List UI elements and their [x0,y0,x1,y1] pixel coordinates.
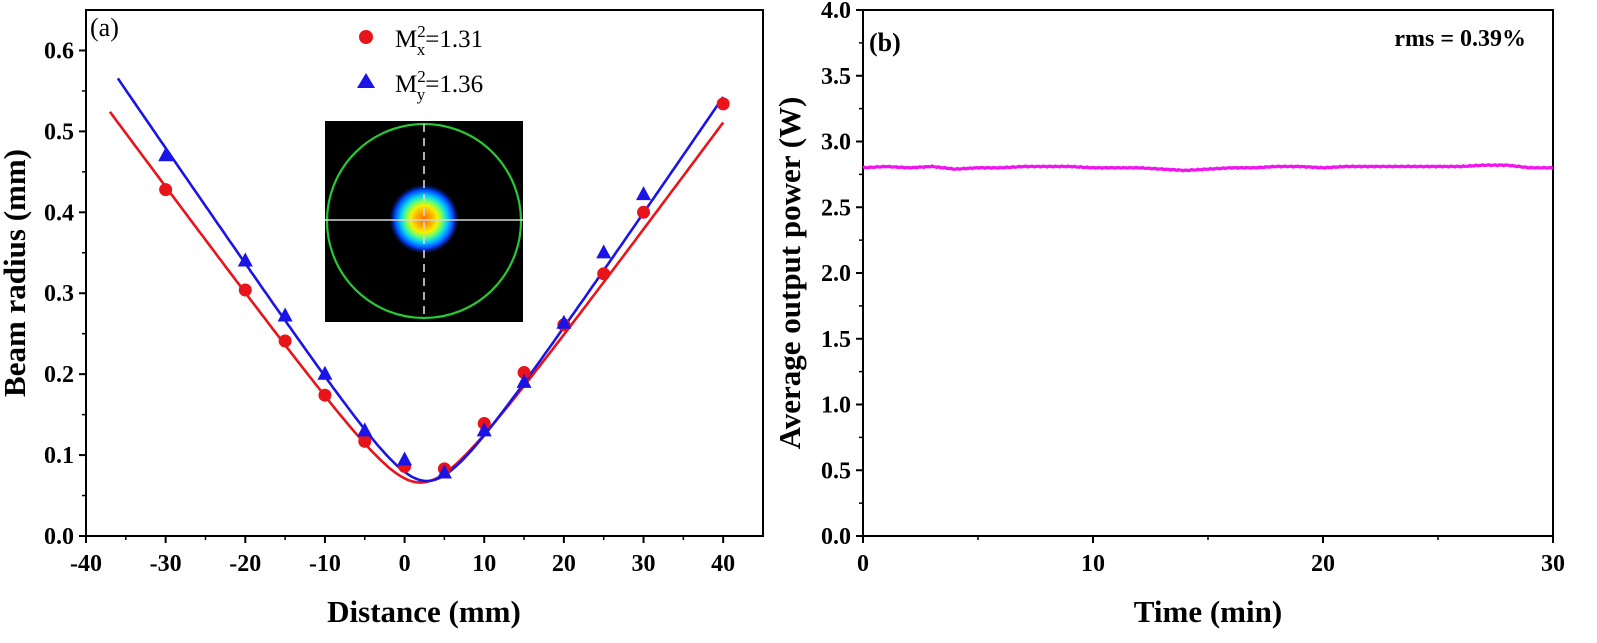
data-point-mx [278,334,292,348]
panel-a-fit-curves [108,77,725,484]
panel-a-x-axis-label: Distance (mm) [327,594,521,629]
beam-spot [388,183,460,255]
panel-a-plot-frame [85,9,764,537]
data-point-my [556,314,572,329]
y-tick-label: 0.0 [44,524,74,550]
panel-a-legend: M2 x=1.31 M2 y=1.36 [357,22,483,104]
y-tick-label: 4.0 [821,0,851,24]
data-point-my [436,464,452,479]
y-tick-label: 0.5 [821,458,851,484]
y-tick-label: 1.0 [821,393,851,419]
y-tick-label: 0.3 [44,281,74,307]
y-tick-label: 3.0 [821,130,851,156]
x-tick-label: 30 [632,551,656,577]
y-tick-label: 1.5 [821,327,851,353]
x-tick-label: 10 [472,551,496,577]
x-tick-label: 0 [857,551,869,577]
y-tick-label: 0.0 [821,524,851,550]
data-point-mx [517,366,531,380]
panel-b-label: (b) [869,28,901,57]
x-tick-label: -40 [70,551,102,577]
panel-a-beam-radius-chart: -40 -30 -20 -10 0 10 20 30 40 0.0 0.1 0.2 0.3 0.4 0.5 0… [0,9,764,629]
y-tick-label: 0.6 [44,38,74,64]
data-point-mx [159,183,173,197]
data-point-my [357,422,373,437]
panel-b-y-axis-label: Average output power (W) [772,97,807,450]
data-point-mx [716,97,730,111]
y-tick-label: 0.5 [44,119,74,145]
legend-marker-my [357,73,375,88]
data-point-mx [358,434,372,448]
data-point-my [158,147,174,162]
y-tick-label: 3.5 [821,64,851,90]
x-tick-label: 10 [1081,551,1105,577]
panel-a-y-axis-label: Beam radius (mm) [0,149,32,397]
legend-label-mx: M2 x=1.31 [395,22,483,59]
panel-b-x-axis-label: Time (min) [1134,594,1282,629]
power-trace [862,163,1554,173]
y-tick-label: 0.4 [44,200,74,226]
y-tick-label: 2.0 [821,261,851,287]
data-point-my [237,252,253,267]
y-tick-label: 0.1 [44,443,74,469]
legend-label-my: M2 y=1.36 [395,67,483,104]
panel-b-output-power-chart: 0 10 20 30 0.0 0.5 1.0 1.5 2.0 2.5 3.0 3.5 4.0 (b) r… [772,0,1565,629]
fit-curve-my [116,77,725,483]
panel-b-plot-frame [862,9,1554,537]
x-tick-label: -30 [150,551,182,577]
data-point-mx [318,388,332,402]
data-point-my [277,307,293,322]
x-tick-label: 30 [1541,551,1565,577]
x-tick-label: 20 [552,551,576,577]
data-point-mx [597,267,611,281]
data-point-mx [637,205,651,219]
x-tick-label: -20 [229,551,261,577]
data-point-my [397,451,413,466]
data-point-my [516,373,532,388]
x-tick-label: 20 [1311,551,1335,577]
panel-b-power-series [862,163,1554,173]
x-tick-label: -10 [309,551,341,577]
fit-curve-mx [108,111,725,484]
x-tick-label: 0 [399,551,411,577]
data-point-my [596,244,612,259]
data-point-my [317,365,333,380]
x-tick-label: 40 [711,551,735,577]
rms-annotation: rms = 0.39% [1394,26,1526,52]
y-tick-label: 0.2 [44,362,74,388]
panel-a-data-points [158,97,730,479]
data-point-my [476,422,492,437]
panel-a-ticks: -40 -30 -20 -10 0 10 20 30 40 0.0 0.1 0.2 0.3 0.4 0.5 0… [44,38,735,577]
data-point-my [636,186,652,201]
panel-b-ticks: 0 10 20 30 0.0 0.5 1.0 1.5 2.0 2.5 3.0 3.5 4.0 [821,0,1565,577]
panel-a-label: (a) [90,13,119,42]
data-point-mx [238,283,252,297]
legend-marker-mx [359,30,373,44]
y-tick-label: 2.5 [821,195,851,221]
beam-profile-inset [325,121,523,322]
